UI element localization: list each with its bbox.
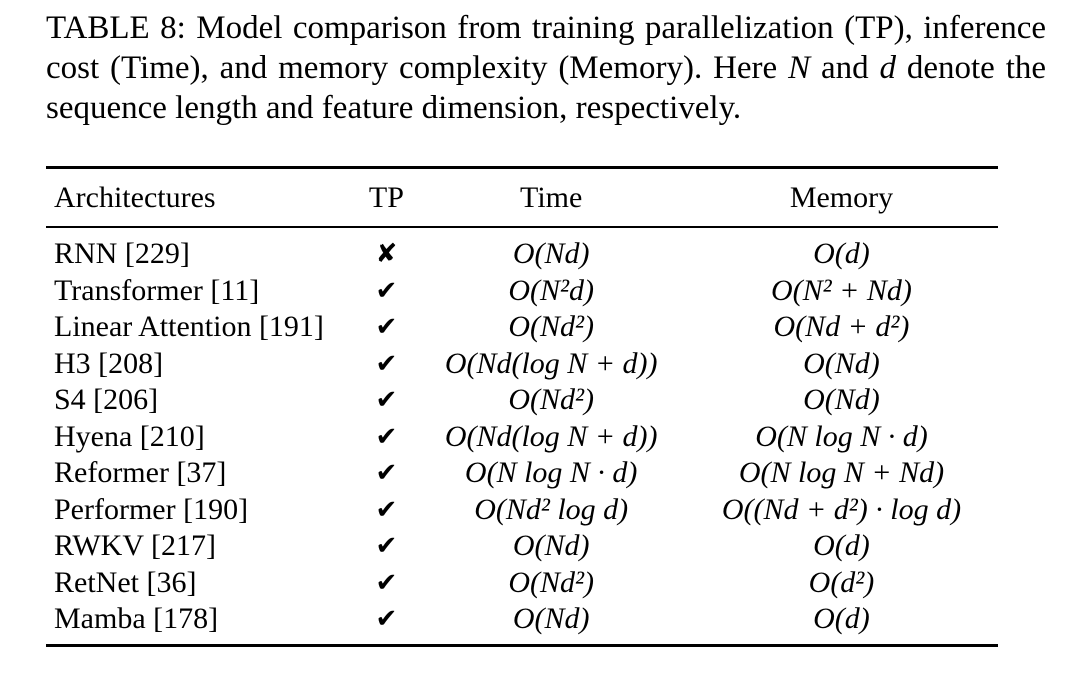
cell-architecture: RetNet [36] <box>54 565 197 599</box>
cell-time: O(Nd) <box>512 529 590 563</box>
cell-memory: O(Nd) <box>803 346 880 380</box>
table-row: S4 [206] ✔ O(Nd²) O(Nd) <box>46 382 998 419</box>
cell-time: O(N²d) <box>508 273 594 307</box>
caption-text-2: and <box>810 50 880 86</box>
table-row: Transformer [11] ✔ O(N²d) O(N² + Nd) <box>46 273 998 310</box>
cell-memory: O(N² + Nd) <box>771 273 912 307</box>
cell-time: O(Nd) <box>512 237 590 271</box>
cell-memory: O(N log N · d) <box>755 419 928 453</box>
cell-architecture: Transformer [11] <box>54 273 260 307</box>
header-tp: TP <box>368 181 404 214</box>
cell-time: O(Nd²) <box>508 310 594 344</box>
caption-text-3: denote the sequence length and feature d… <box>46 50 1047 126</box>
comparison-table-container: Architectures TP Time Memory RNN [229] ✘… <box>46 166 998 647</box>
table-caption: TABLE 8: Model comparison from training … <box>46 8 1046 128</box>
check-icon: ✔ <box>375 275 398 306</box>
check-icon: ✔ <box>375 385 398 416</box>
cell-architecture: Hyena [210] <box>54 419 205 453</box>
table-row: Linear Attention [191] ✔ O(Nd²) O(Nd + d… <box>46 309 998 346</box>
table-row: Hyena [210] ✔ O(Nd(log N + d)) O(N log N… <box>46 419 998 456</box>
check-icon: ✔ <box>375 494 398 525</box>
check-icon: ✔ <box>375 312 398 343</box>
model-comparison-table: Architectures TP Time Memory RNN [229] ✘… <box>46 166 998 647</box>
cell-architecture: Linear Attention [191] <box>54 310 324 344</box>
check-icon: ✔ <box>375 421 398 452</box>
cell-memory: O(d²) <box>808 565 875 599</box>
caption-text-1: TABLE 8: Model comparison from training … <box>46 10 1046 86</box>
cell-architecture: S4 [206] <box>54 383 159 417</box>
cell-architecture: RNN [229] <box>54 237 190 271</box>
cell-memory: O(Nd) <box>803 383 880 417</box>
cell-time: O(Nd(log N + d)) <box>444 419 658 453</box>
cell-time: O(Nd) <box>512 602 590 636</box>
check-icon: ✔ <box>375 531 398 562</box>
caption-var-n: N <box>788 50 811 86</box>
check-icon: ✔ <box>375 567 398 598</box>
cell-memory: O(d) <box>813 529 870 563</box>
cell-architecture: RWKV [217] <box>54 529 216 563</box>
check-icon: ✔ <box>375 604 398 635</box>
table-row: Reformer [37] ✔ O(N log N · d) O(N log N… <box>46 455 998 492</box>
table-row: Performer [190] ✔ O(Nd² log d) O((Nd + d… <box>46 492 998 529</box>
cell-time: O(Nd(log N + d)) <box>444 346 658 380</box>
caption-var-d: d <box>879 50 896 86</box>
table-row: RNN [229] ✘ O(Nd) O(d) <box>46 227 998 273</box>
cell-memory: O(N log N + Nd) <box>738 456 945 490</box>
table-row: Mamba [178] ✔ O(Nd) O(d) <box>46 601 998 645</box>
cross-icon: ✘ <box>375 239 398 270</box>
cell-architecture: H3 [208] <box>54 346 164 380</box>
table-header: Architectures TP Time Memory <box>46 167 998 228</box>
cell-memory: O(Nd + d²) <box>773 310 910 344</box>
cell-memory: O((Nd + d²) · log d) <box>721 492 962 526</box>
table-row: RWKV [217] ✔ O(Nd) O(d) <box>46 528 998 565</box>
header-time: Time <box>520 181 583 214</box>
cell-architecture: Reformer [37] <box>54 456 227 490</box>
cell-time: O(Nd²) <box>508 383 594 417</box>
cell-architecture: Performer [190] <box>54 492 249 526</box>
table-row: RetNet [36] ✔ O(Nd²) O(d²) <box>46 565 998 602</box>
cell-time: O(Nd²) <box>508 565 594 599</box>
cell-memory: O(d) <box>813 602 870 636</box>
check-icon: ✔ <box>375 458 398 489</box>
table-body: RNN [229] ✘ O(Nd) O(d) Transformer [11] … <box>46 227 998 645</box>
table-row: H3 [208] ✔ O(Nd(log N + d)) O(Nd) <box>46 346 998 383</box>
cell-time: O(N log N · d) <box>464 456 638 490</box>
cell-architecture: Mamba [178] <box>54 602 219 636</box>
header-architectures: Architectures <box>54 181 216 214</box>
cell-time: O(Nd² log d) <box>474 492 629 526</box>
cell-memory: O(d) <box>813 237 870 271</box>
header-memory: Memory <box>789 181 894 214</box>
check-icon: ✔ <box>375 348 398 379</box>
header-row: Architectures TP Time Memory <box>46 167 998 228</box>
